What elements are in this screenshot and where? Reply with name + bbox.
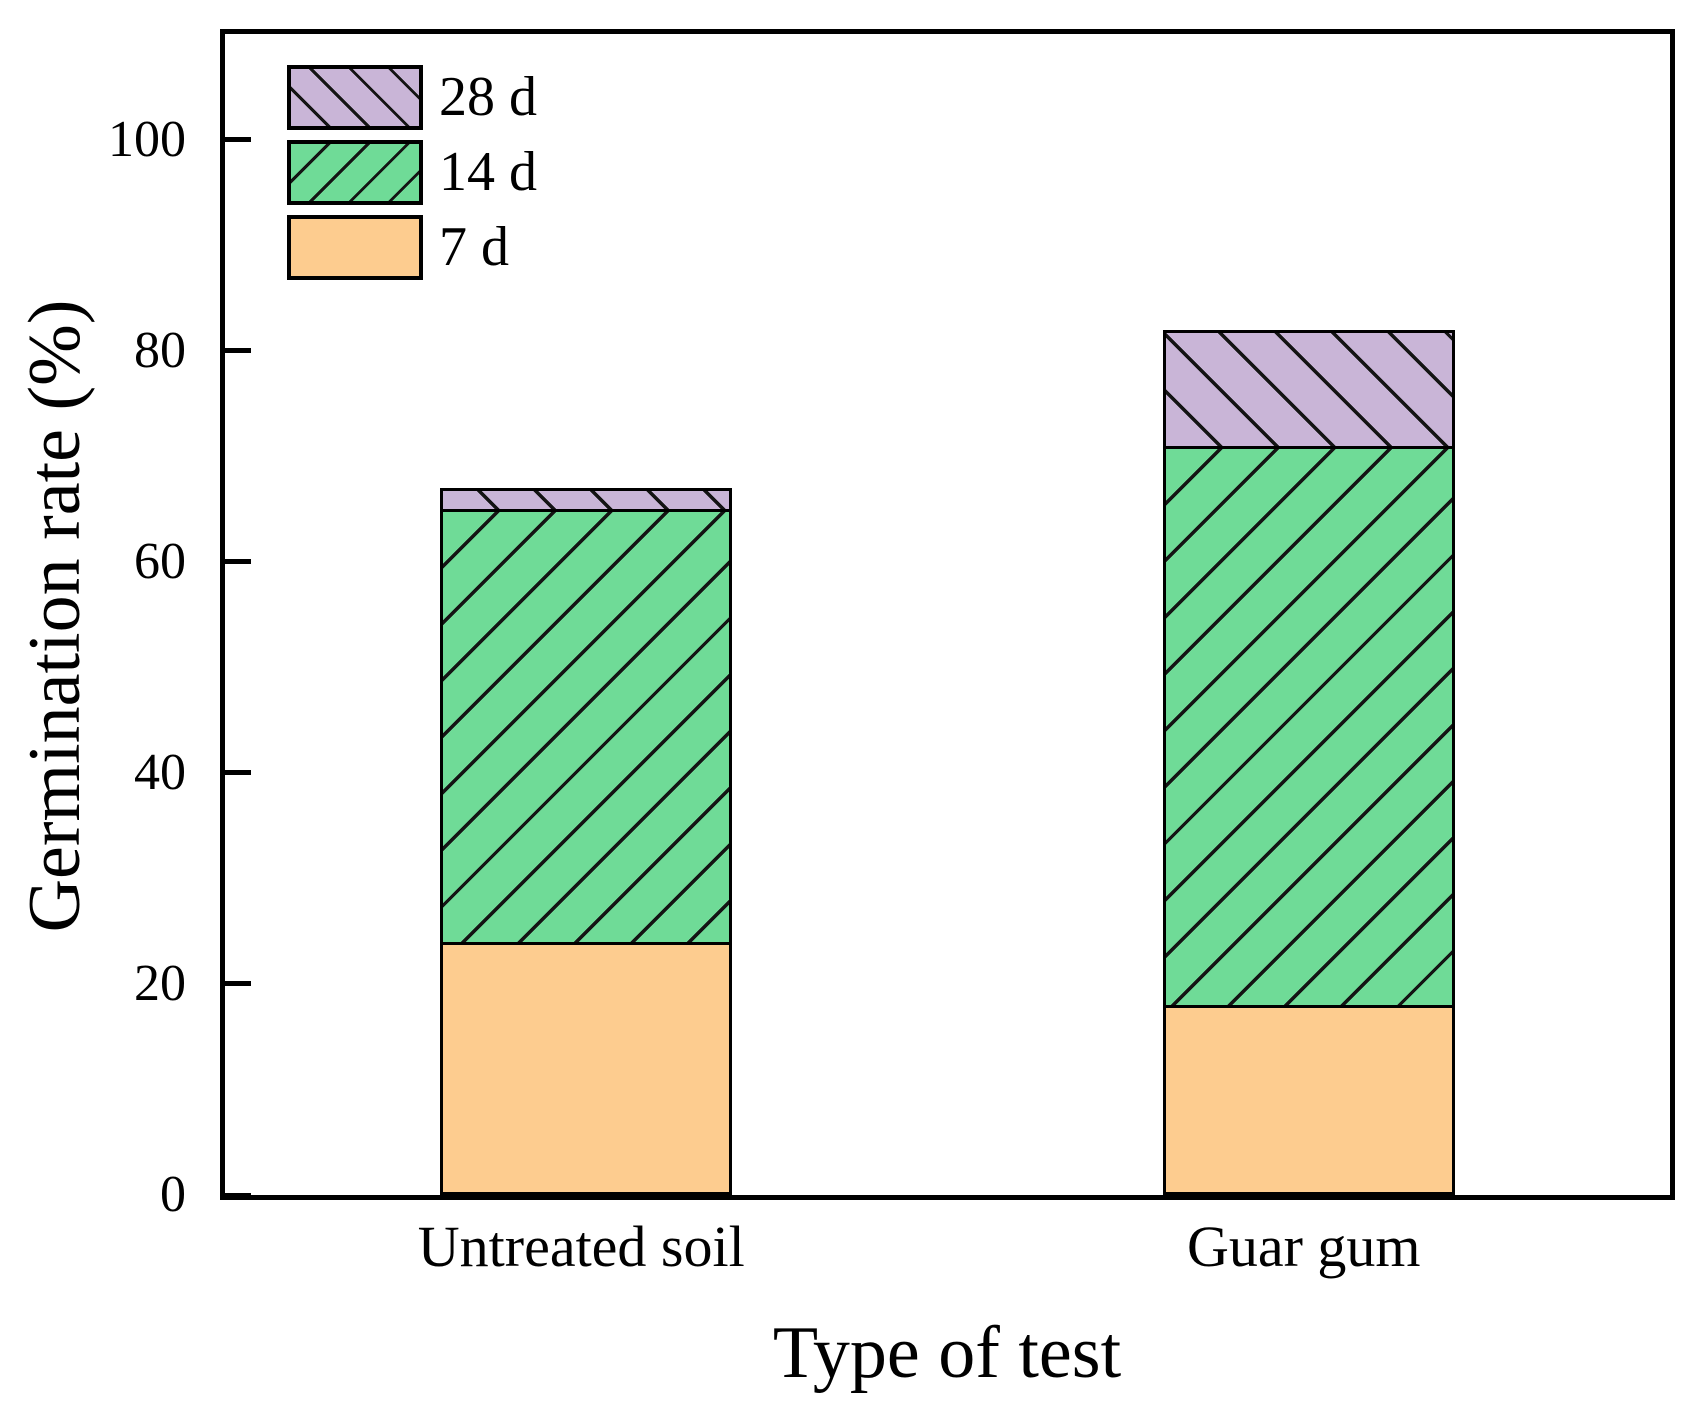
y-tick-label: 100 <box>108 110 186 168</box>
legend-swatch <box>287 215 423 280</box>
bar-segment <box>1162 445 1455 1009</box>
legend-item: 14 d <box>287 140 537 205</box>
legend-item: 28 d <box>287 65 537 130</box>
bar-segment <box>440 508 733 945</box>
x-category-label: Untreated soil <box>417 1214 745 1279</box>
y-tick-label: 40 <box>134 743 186 801</box>
y-tick <box>225 981 251 987</box>
legend-label: 28 d <box>439 66 537 128</box>
y-tick-label: 60 <box>134 532 186 590</box>
x-category-label: Guar gum <box>1186 1214 1421 1279</box>
y-tick-label: 80 <box>134 321 186 379</box>
bar-segment <box>440 941 733 1195</box>
legend-item: 7 d <box>287 215 537 280</box>
y-tick <box>225 559 251 565</box>
legend-swatch <box>287 65 423 130</box>
x-axis-title: Type of test <box>772 1312 1122 1394</box>
legend: 28 d 14 d 7 d <box>287 65 537 290</box>
legend-label: 14 d <box>439 141 537 203</box>
bar-segment <box>440 487 733 512</box>
bar-segment <box>1162 1005 1455 1195</box>
y-tick <box>225 1192 251 1198</box>
y-tick-label: 0 <box>160 1166 186 1223</box>
bar-segment <box>1162 329 1455 449</box>
y-tick <box>225 137 251 143</box>
y-tick-label: 20 <box>134 954 186 1012</box>
legend-swatch <box>287 140 423 205</box>
y-tick <box>225 770 251 776</box>
y-tick <box>225 348 251 354</box>
plot-area: 28 d 14 d 7 d <box>220 29 1675 1200</box>
legend-label: 7 d <box>439 216 509 278</box>
